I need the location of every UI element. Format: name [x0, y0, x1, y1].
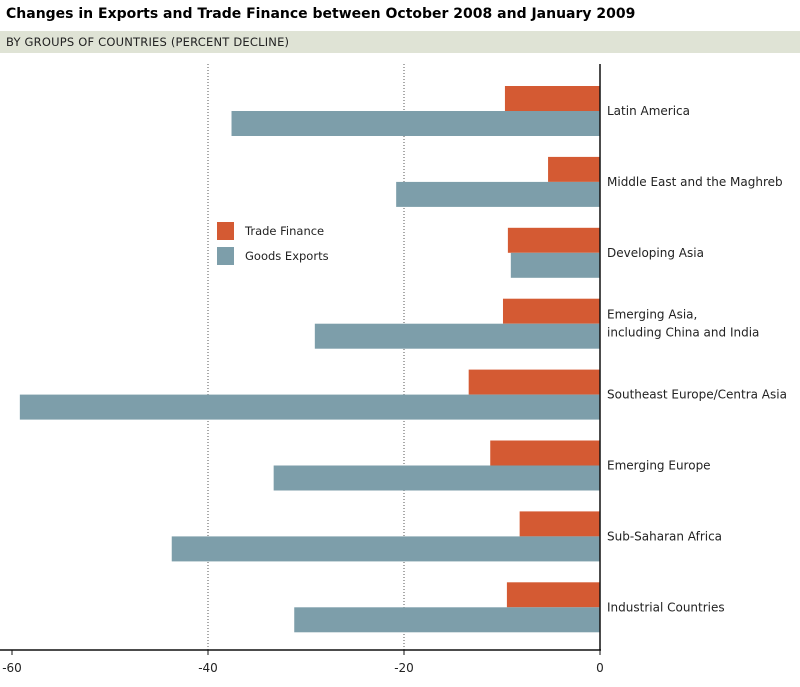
goods-exports-bar	[19, 394, 600, 420]
trade-finance-bar	[519, 511, 600, 537]
subtitle-band: BY GROUPS OF COUNTRIES (PERCENT DECLINE)	[0, 31, 800, 53]
x-tick-label: -40	[198, 661, 218, 675]
trade-finance-bar	[506, 582, 600, 608]
category-label: Developing Asia	[607, 246, 704, 260]
chart-title: Changes in Exports and Trade Finance bet…	[6, 6, 636, 22]
goods-exports-bar	[273, 465, 600, 491]
trade-finance-bar	[468, 369, 600, 395]
legend-swatch-goods-exports	[217, 247, 234, 265]
goods-exports-bar	[231, 111, 600, 136]
category-label: Industrial Countries	[607, 600, 725, 614]
trade-finance-bar	[548, 156, 600, 182]
axes: -60 -40 -20 0	[0, 64, 604, 675]
category-label: Emerging Asia, including China and India	[607, 308, 759, 340]
legend-label-trade-finance: Trade Finance	[244, 224, 324, 238]
bars	[19, 86, 601, 633]
trade-finance-bar	[507, 227, 600, 253]
trade-finance-bar	[502, 298, 600, 324]
goods-exports-bar	[294, 607, 600, 633]
goods-exports-bar	[510, 252, 600, 278]
trade-finance-bar	[490, 440, 600, 466]
legend-swatch-trade-finance	[217, 222, 234, 240]
gridlines	[207, 64, 405, 650]
category-label: Southeast Europe/Centra Asia	[607, 388, 787, 402]
goods-exports-bar	[314, 323, 600, 349]
category-labels: Latin America Middle East and the Maghreb…	[607, 104, 787, 614]
legend: Trade Finance Goods Exports	[217, 222, 329, 265]
category-label: Latin America	[607, 104, 690, 118]
goods-exports-bar	[171, 536, 601, 562]
legend-label-goods-exports: Goods Exports	[245, 249, 329, 263]
goods-exports-bar	[396, 181, 600, 207]
trade-finance-bar	[504, 86, 600, 111]
chart-subtitle: BY GROUPS OF COUNTRIES (PERCENT DECLINE)	[6, 35, 290, 49]
category-label: Sub-Saharan Africa	[607, 529, 722, 543]
x-tick-label: 0	[596, 661, 604, 675]
x-tick-label: -20	[394, 661, 414, 675]
category-label: Middle East and the Maghreb	[607, 175, 783, 189]
x-tick-label: -60	[2, 661, 22, 675]
category-label: Emerging Europe	[607, 459, 711, 473]
